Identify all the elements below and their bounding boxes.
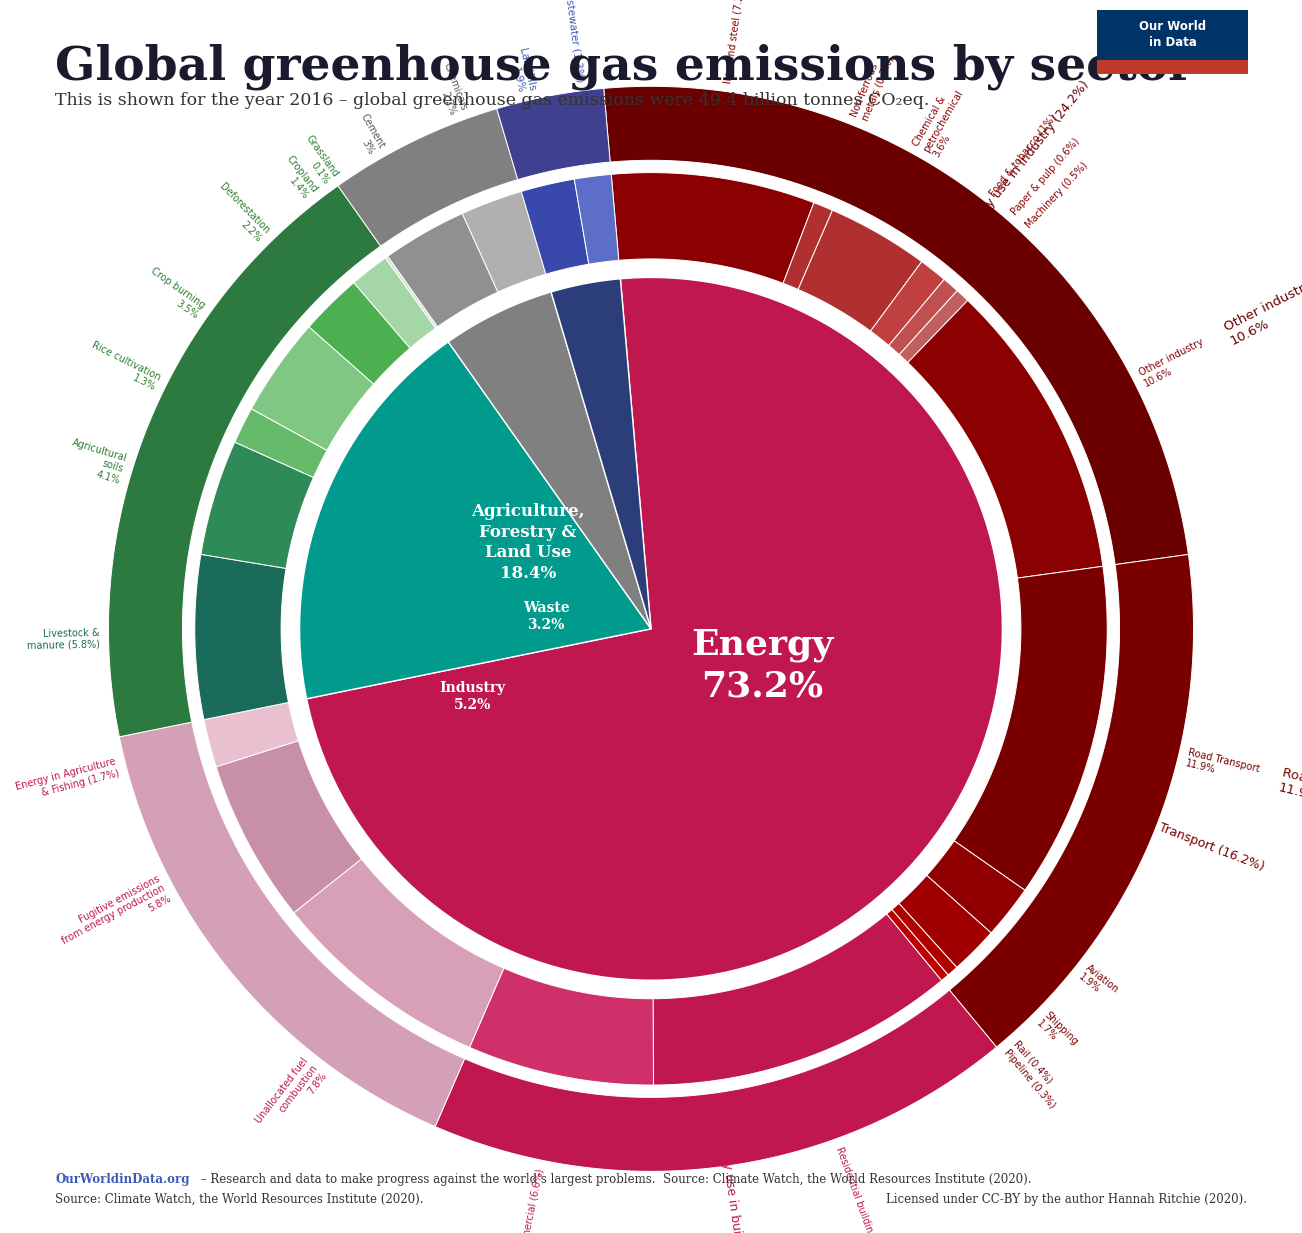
- Text: Rail (0.4%): Rail (0.4%): [1012, 1039, 1055, 1086]
- Polygon shape: [294, 859, 504, 1047]
- Polygon shape: [871, 261, 944, 345]
- Text: Road Transport
11.9%: Road Transport 11.9%: [1277, 767, 1302, 817]
- Polygon shape: [307, 277, 1003, 980]
- Text: Grassland
0.1%: Grassland 0.1%: [294, 133, 340, 186]
- Polygon shape: [949, 555, 1194, 1047]
- Text: Industry
5.2%: Industry 5.2%: [439, 681, 505, 713]
- Text: Food & tobacco (1%): Food & tobacco (1%): [988, 112, 1059, 199]
- Text: Waste
3.2%: Waste 3.2%: [523, 600, 569, 633]
- Text: Energy use in buildings (17.5%): Energy use in buildings (17.5%): [715, 1124, 755, 1233]
- Polygon shape: [448, 292, 651, 629]
- Text: Road Transport
11.9%: Road Transport 11.9%: [1185, 747, 1260, 785]
- Text: Cement
3%: Cement 3%: [349, 112, 387, 157]
- Polygon shape: [551, 279, 651, 629]
- Polygon shape: [907, 301, 1103, 578]
- Polygon shape: [521, 179, 589, 274]
- Text: Chemical &
petrochemical
3.6%: Chemical & petrochemical 3.6%: [911, 83, 975, 159]
- Polygon shape: [898, 875, 991, 968]
- Text: Energy in Agriculture
& Fishing (1.7%): Energy in Agriculture & Fishing (1.7%): [14, 757, 120, 804]
- Polygon shape: [388, 213, 497, 327]
- Text: Global greenhouse gas emissions by sector: Global greenhouse gas emissions by secto…: [56, 43, 1194, 90]
- Polygon shape: [251, 327, 374, 450]
- Text: Crop burning
3.5%: Crop burning 3.5%: [142, 266, 207, 321]
- Text: Agriculture,
Forestry &
Land Use
18.4%: Agriculture, Forestry & Land Use 18.4%: [471, 503, 585, 582]
- Polygon shape: [889, 280, 957, 355]
- Polygon shape: [604, 86, 1189, 565]
- Text: Non-ferrous
metals (0.7%): Non-ferrous metals (0.7%): [849, 51, 894, 122]
- Polygon shape: [234, 409, 327, 477]
- Polygon shape: [216, 741, 362, 912]
- Polygon shape: [497, 89, 611, 180]
- Text: Other industry
10.6%: Other industry 10.6%: [1138, 337, 1211, 388]
- Text: This is shown for the year 2016 – global greenhouse gas emissions were 49.4 bill: This is shown for the year 2016 – global…: [56, 92, 930, 110]
- Text: Agricultural
soils
4.1%: Agricultural soils 4.1%: [64, 438, 128, 486]
- Text: Landfills
1.9%: Landfills 1.9%: [505, 47, 536, 95]
- Polygon shape: [201, 443, 314, 568]
- Polygon shape: [108, 186, 380, 737]
- Polygon shape: [783, 202, 832, 290]
- Polygon shape: [354, 258, 436, 348]
- Text: Fugitive emissions
from energy production
5.8%: Fugitive emissions from energy productio…: [55, 873, 172, 957]
- Polygon shape: [462, 191, 546, 292]
- Text: Source: Climate Watch, the World Resources Institute (2020).: Source: Climate Watch, the World Resourc…: [56, 1192, 424, 1206]
- Text: Pipeline (0.3%): Pipeline (0.3%): [1003, 1047, 1057, 1110]
- Text: Energy
73.2%: Energy 73.2%: [691, 628, 833, 704]
- Text: Residential buildings (10.9%): Residential buildings (10.9%): [835, 1145, 892, 1233]
- Polygon shape: [900, 291, 967, 363]
- Text: Machinery (0.5%): Machinery (0.5%): [1023, 160, 1090, 229]
- Text: Cropland
1.4%: Cropland 1.4%: [275, 154, 319, 202]
- Text: Our World
in Data: Our World in Data: [1139, 20, 1206, 49]
- Polygon shape: [798, 211, 922, 332]
- Polygon shape: [309, 282, 410, 383]
- Polygon shape: [892, 904, 957, 975]
- Text: Aviation
1.9%: Aviation 1.9%: [1077, 963, 1121, 1004]
- Text: Energy use in Industry (24.2%): Energy use in Industry (24.2%): [961, 79, 1091, 238]
- Text: Iron and steel (7.2%): Iron and steel (7.2%): [723, 0, 746, 84]
- Polygon shape: [385, 256, 437, 328]
- Text: Licensed under CC-BY by the author Hannah Ritchie (2020).: Licensed under CC-BY by the author Hanna…: [885, 1192, 1246, 1206]
- Text: Paper & pulp (0.6%): Paper & pulp (0.6%): [1009, 136, 1082, 217]
- Text: Other industry
10.6%: Other industry 10.6%: [1221, 279, 1302, 348]
- Polygon shape: [574, 174, 618, 264]
- Polygon shape: [299, 342, 651, 699]
- Text: – Research and data to make progress against the world’s largest problems.  Sour: – Research and data to make progress aga…: [198, 1173, 1031, 1186]
- Polygon shape: [954, 566, 1107, 890]
- Text: Transport (16.2%): Transport (16.2%): [1157, 821, 1267, 874]
- Text: Shipping
1.7%: Shipping 1.7%: [1034, 1010, 1079, 1055]
- Polygon shape: [435, 990, 996, 1171]
- FancyBboxPatch shape: [1098, 60, 1247, 74]
- Polygon shape: [611, 173, 814, 284]
- Text: Rice cultivation
1.3%: Rice cultivation 1.3%: [85, 339, 163, 392]
- Polygon shape: [470, 968, 654, 1085]
- Text: Unallocated fuel
combustion
7.8%: Unallocated fuel combustion 7.8%: [254, 1057, 329, 1139]
- Polygon shape: [120, 723, 465, 1127]
- Polygon shape: [887, 910, 948, 980]
- Polygon shape: [654, 914, 941, 1085]
- Text: Livestock &
manure (5.8%): Livestock & manure (5.8%): [27, 628, 100, 651]
- Text: OurWorldinData.org: OurWorldinData.org: [56, 1173, 190, 1186]
- Polygon shape: [927, 841, 1025, 933]
- Text: Deforestation
2.2%: Deforestation 2.2%: [210, 181, 272, 244]
- Polygon shape: [204, 703, 298, 767]
- Text: Commercial (6.6%): Commercial (6.6%): [517, 1168, 546, 1233]
- Polygon shape: [339, 109, 518, 247]
- Polygon shape: [195, 555, 289, 720]
- FancyBboxPatch shape: [1098, 10, 1247, 60]
- Text: Wastewater (1.3%): Wastewater (1.3%): [562, 0, 586, 83]
- Text: Chemicals
2.2%: Chemicals 2.2%: [431, 62, 469, 116]
